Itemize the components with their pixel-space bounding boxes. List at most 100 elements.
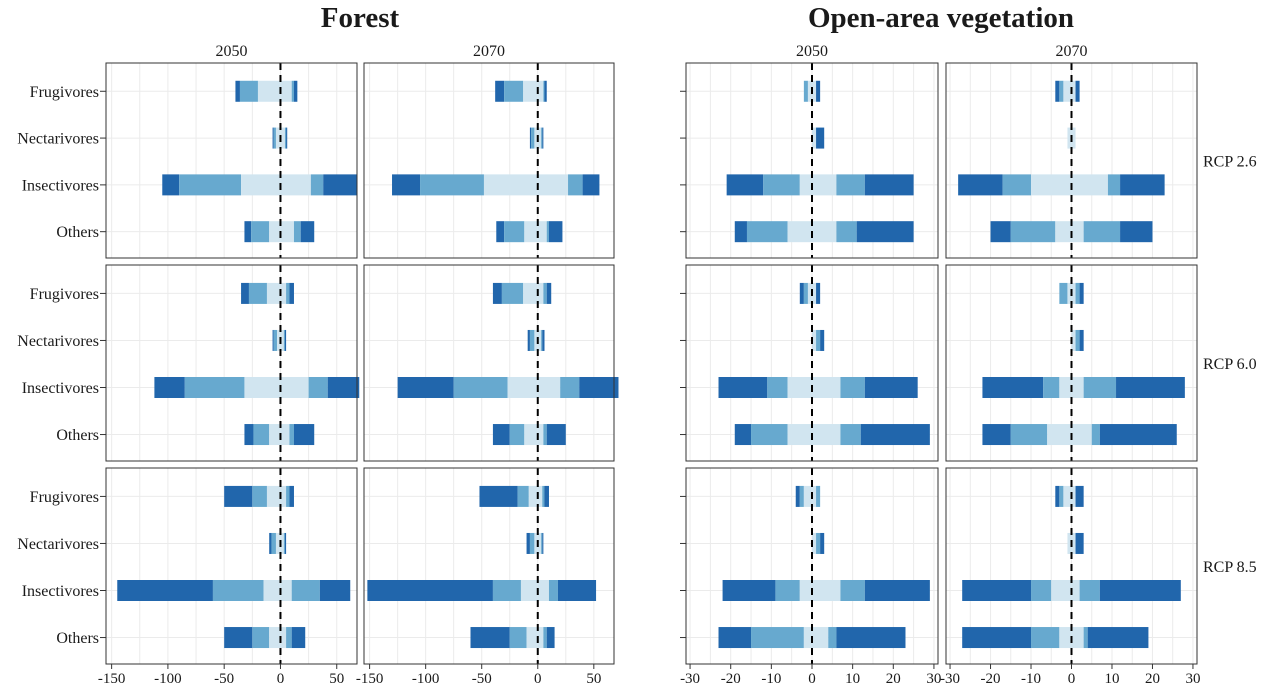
bar-decrease-light bbox=[520, 580, 538, 601]
panel-border bbox=[685, 264, 939, 462]
group-title: Open-area vegetation bbox=[808, 2, 1074, 34]
bar-increase-mid bbox=[548, 580, 558, 601]
x-tick-label: -100 bbox=[154, 671, 182, 687]
bar-decrease-mid bbox=[212, 580, 264, 601]
facet-panel bbox=[945, 264, 1198, 462]
bar-decrease-light bbox=[787, 221, 812, 243]
bar-decrease-light bbox=[807, 282, 812, 304]
bar-decrease-light bbox=[534, 532, 538, 554]
bar-increase-mid bbox=[541, 127, 543, 149]
bar-decrease-light bbox=[1059, 377, 1072, 398]
bar-increase-light bbox=[812, 532, 817, 554]
bar-increase-light bbox=[280, 127, 285, 149]
bar-increase-dark bbox=[557, 580, 597, 601]
bar-decrease-light bbox=[241, 174, 281, 196]
bar-decrease-dark bbox=[718, 627, 752, 649]
bar-increase-light bbox=[812, 174, 837, 196]
bar-decrease-light bbox=[275, 127, 281, 149]
bar-increase-light bbox=[812, 127, 817, 149]
bar-decrease-mid bbox=[531, 127, 535, 149]
bar-increase-light bbox=[1071, 627, 1084, 649]
category-label: Frugivores bbox=[30, 489, 99, 506]
bar-decrease-mid bbox=[1059, 80, 1064, 102]
bar-decrease-mid bbox=[509, 424, 525, 446]
bar-increase-dark bbox=[323, 174, 357, 196]
bar-decrease-light bbox=[799, 580, 812, 601]
bar-increase-light bbox=[537, 627, 544, 649]
category-label: Insectivores bbox=[22, 380, 99, 397]
bar-decrease-light bbox=[269, 424, 281, 446]
facet-panel bbox=[105, 264, 360, 462]
bar-increase-light bbox=[280, 174, 311, 196]
facet-panel bbox=[945, 467, 1198, 665]
bar-increase-mid bbox=[291, 80, 294, 102]
x-tick-label: -30 bbox=[680, 671, 700, 687]
bar-decrease-dark bbox=[1055, 80, 1060, 102]
bar-decrease-light bbox=[1067, 532, 1072, 554]
panel-border bbox=[105, 62, 358, 259]
bar-increase-mid bbox=[828, 627, 837, 649]
bar-increase-light bbox=[537, 424, 544, 446]
bar-increase-light bbox=[280, 377, 309, 398]
bar-decrease-light bbox=[507, 377, 538, 398]
category-label: Frugivores bbox=[30, 286, 99, 303]
bar-increase-dark bbox=[836, 627, 906, 649]
period-label: 2050 bbox=[216, 43, 248, 60]
x-tick-label: 0 bbox=[534, 671, 542, 687]
bar-increase-mid bbox=[541, 329, 543, 351]
bar-decrease-light bbox=[803, 627, 812, 649]
bar-increase-dark bbox=[1087, 627, 1149, 649]
panel-border bbox=[945, 264, 1198, 462]
bar-decrease-mid bbox=[751, 627, 804, 649]
bar-decrease-dark bbox=[162, 174, 180, 196]
bar-increase-light bbox=[537, 80, 544, 102]
bar-decrease-dark bbox=[982, 377, 1044, 398]
x-tick-label: 0 bbox=[277, 671, 285, 687]
category-label: Insectivores bbox=[22, 177, 99, 194]
bar-decrease-mid bbox=[1010, 424, 1048, 446]
bar-increase-light bbox=[280, 80, 292, 102]
bar-increase-light bbox=[812, 485, 817, 507]
bar-increase-light bbox=[537, 580, 549, 601]
panel-background bbox=[364, 265, 614, 461]
bar-decrease-mid bbox=[767, 377, 788, 398]
bar-decrease-mid bbox=[252, 627, 270, 649]
bar-increase-mid bbox=[1107, 174, 1121, 196]
bar-decrease-mid bbox=[529, 329, 535, 351]
category-label: Insectivores bbox=[22, 583, 99, 600]
bar-decrease-mid bbox=[273, 329, 278, 351]
bar-increase-light bbox=[1071, 221, 1084, 243]
bar-decrease-dark bbox=[958, 174, 1003, 196]
bar-decrease-mid bbox=[803, 282, 808, 304]
bar-increase-dark bbox=[864, 377, 918, 398]
bar-decrease-light bbox=[269, 221, 281, 243]
bar-decrease-dark bbox=[990, 221, 1011, 243]
bar-decrease-dark bbox=[470, 627, 510, 649]
bar-increase-light bbox=[812, 221, 837, 243]
bar-decrease-mid bbox=[251, 221, 270, 243]
bar-decrease-light bbox=[1067, 127, 1072, 149]
bar-increase-dark bbox=[544, 485, 549, 507]
bar-decrease-dark bbox=[272, 127, 274, 149]
bar-decrease-light bbox=[266, 282, 281, 304]
bar-increase-mid bbox=[836, 221, 857, 243]
bar-increase-mid bbox=[1083, 377, 1117, 398]
x-tick-label: 50 bbox=[329, 671, 344, 687]
bar-increase-light bbox=[280, 282, 287, 304]
bar-decrease-mid bbox=[1059, 485, 1064, 507]
bar-decrease-mid bbox=[179, 174, 242, 196]
bar-increase-mid bbox=[560, 377, 580, 398]
bar-decrease-mid bbox=[751, 424, 788, 446]
bar-increase-mid bbox=[1091, 424, 1100, 446]
category-label: Nectarivores bbox=[17, 131, 99, 148]
bar-increase-mid bbox=[816, 329, 821, 351]
x-tick-label: 10 bbox=[845, 671, 860, 687]
category-label: Others bbox=[56, 224, 99, 241]
bar-decrease-dark bbox=[718, 377, 768, 398]
bar-increase-dark bbox=[1099, 424, 1177, 446]
bar-decrease-mid bbox=[1010, 221, 1056, 243]
bar-increase-light bbox=[812, 627, 829, 649]
bar-increase-light bbox=[1071, 580, 1080, 601]
bar-increase-light bbox=[537, 221, 547, 243]
